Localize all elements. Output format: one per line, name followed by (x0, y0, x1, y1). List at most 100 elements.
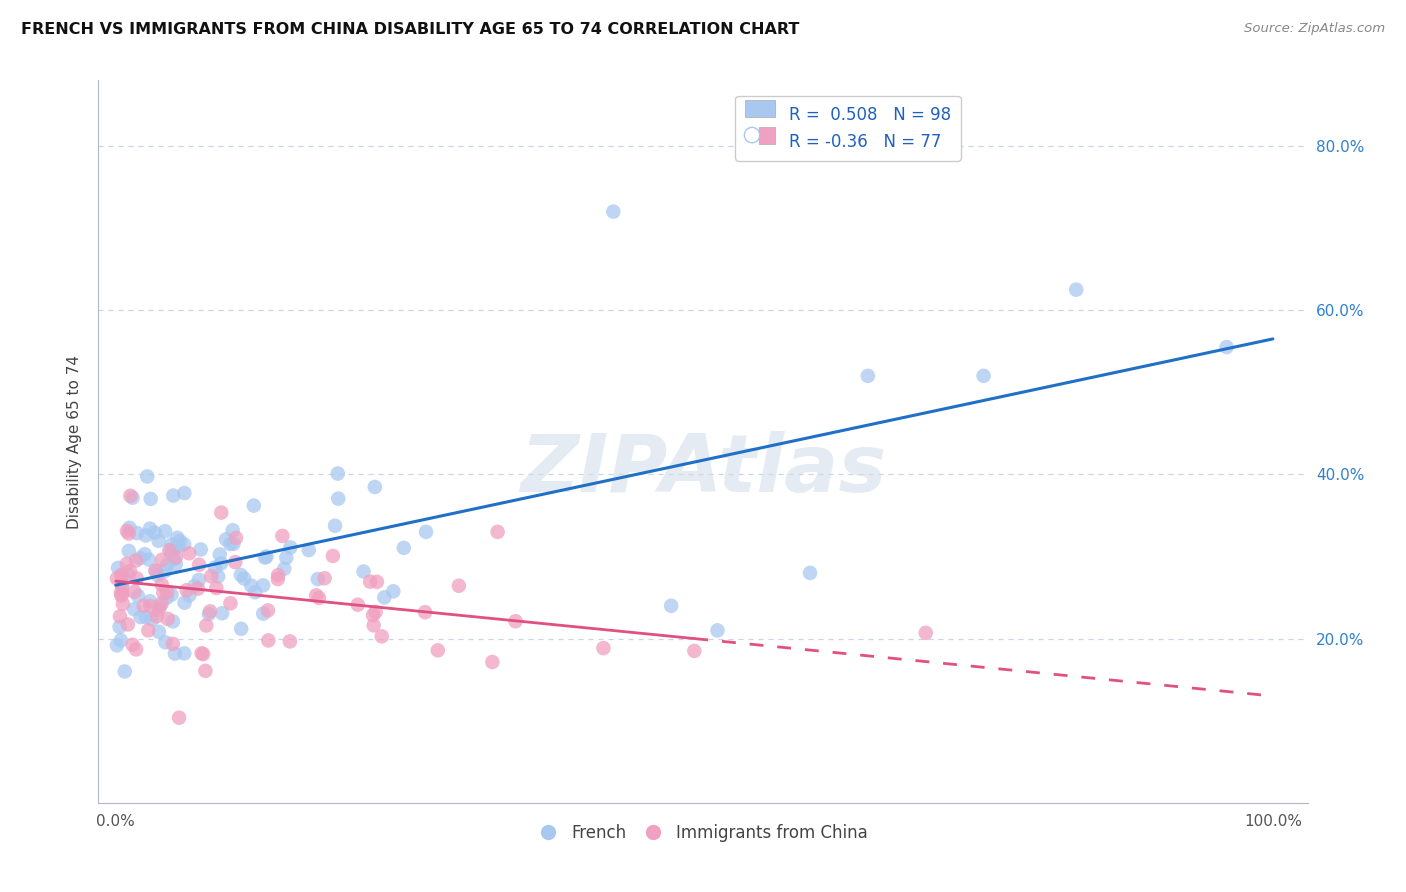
Point (160, 538, 183, 552)
Point (165, 540, 187, 554)
Point (683, 644, 706, 658)
Point (145, 564, 167, 578)
Point (481, 655, 503, 669)
Point (160, 588, 183, 602)
Point (219, 537, 242, 551)
Point (706, 624, 728, 638)
Point (252, 578, 274, 592)
Point (139, 594, 162, 608)
Point (307, 572, 329, 586)
Point (148, 533, 170, 548)
Point (267, 568, 290, 582)
Point (155, 591, 177, 605)
Point (117, 617, 139, 632)
Point (326, 467, 349, 481)
Point (190, 646, 212, 660)
Point (125, 526, 148, 541)
Point (363, 618, 385, 632)
Point (179, 546, 201, 560)
Point (243, 499, 266, 513)
Point (124, 584, 146, 599)
Point (602, 204, 624, 219)
Point (308, 591, 330, 605)
Point (135, 610, 157, 624)
Point (211, 607, 233, 621)
Point (176, 583, 198, 598)
Point (257, 603, 280, 617)
Point (366, 574, 388, 589)
Point (111, 579, 134, 593)
Point (139, 491, 162, 506)
Point (146, 568, 169, 582)
Point (198, 604, 221, 618)
Point (447, 579, 470, 593)
Point (224, 555, 246, 569)
Point (166, 531, 188, 545)
Y-axis label: Disability Age 65 to 74: Disability Age 65 to 74 (67, 354, 83, 529)
Point (105, 638, 128, 652)
Point (257, 633, 280, 648)
Point (225, 531, 247, 545)
Point (364, 605, 387, 619)
Point (110, 567, 132, 582)
Point (118, 568, 141, 582)
Point (659, 599, 682, 613)
Point (229, 568, 252, 582)
Point (276, 550, 298, 565)
Point (205, 581, 228, 595)
Point (129, 610, 152, 624)
Point (314, 571, 336, 585)
Point (162, 615, 184, 629)
Point (253, 550, 276, 565)
Point (173, 596, 195, 610)
Point (370, 629, 392, 643)
Point (426, 643, 449, 657)
Point (145, 609, 167, 624)
Point (271, 529, 294, 543)
Point (392, 541, 415, 555)
Point (148, 603, 170, 617)
Point (592, 641, 614, 656)
Point (162, 489, 184, 503)
Point (125, 553, 148, 567)
Point (125, 642, 148, 657)
Point (132, 599, 155, 613)
Point (973, 368, 995, 383)
Point (121, 491, 143, 505)
Point (243, 585, 266, 599)
Point (856, 368, 879, 383)
Point (486, 524, 509, 539)
Point (148, 624, 170, 639)
Point (209, 506, 232, 520)
Point (136, 469, 159, 483)
Point (105, 571, 128, 585)
Point (280, 541, 302, 555)
Point (204, 560, 226, 574)
Point (198, 607, 221, 621)
Point (195, 618, 218, 632)
Point (222, 523, 245, 537)
Point (110, 589, 132, 603)
Point (179, 588, 201, 602)
Point (155, 635, 177, 649)
Point (173, 537, 195, 551)
Point (382, 584, 405, 599)
Point (173, 486, 195, 500)
Point (188, 558, 211, 572)
Point (256, 549, 278, 564)
Point (187, 582, 209, 596)
Point (222, 537, 245, 551)
Point (273, 562, 295, 576)
Point (111, 597, 134, 611)
Point (359, 574, 381, 589)
Point (252, 607, 274, 621)
Point (118, 521, 141, 535)
Point (799, 566, 821, 580)
Point (152, 586, 174, 600)
Point (139, 599, 162, 613)
Point (111, 586, 134, 600)
Point (208, 548, 231, 562)
Point (127, 589, 149, 603)
Point (183, 579, 205, 593)
Point (165, 557, 187, 571)
